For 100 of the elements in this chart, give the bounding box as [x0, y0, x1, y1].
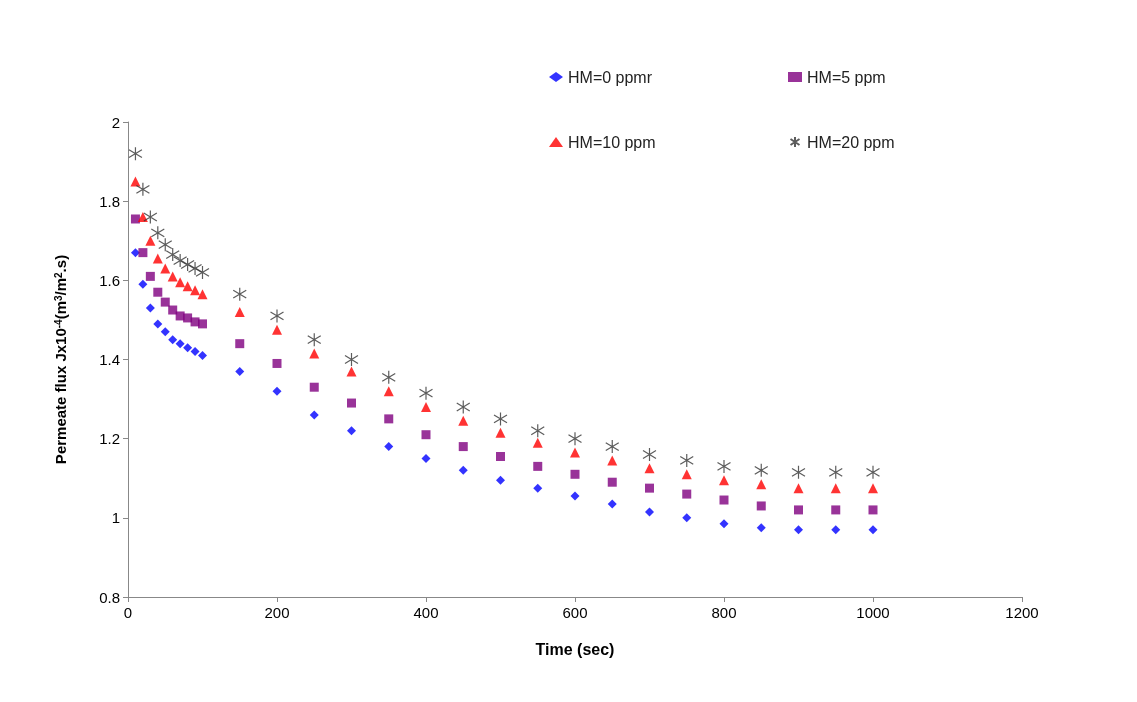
x-axis-title: Time (sec)	[535, 640, 615, 658]
point	[383, 386, 394, 397]
point	[868, 525, 878, 535]
point	[135, 182, 150, 197]
point	[493, 411, 508, 426]
point	[496, 475, 505, 485]
point	[645, 507, 654, 517]
y-tick-label: 1	[111, 509, 120, 527]
point	[756, 501, 766, 511]
point	[865, 465, 881, 480]
y-tick-label: 1.8	[99, 192, 120, 210]
legend-label: HM=10 ppm	[568, 133, 656, 151]
point	[130, 248, 140, 258]
point	[567, 431, 583, 446]
point	[160, 327, 170, 337]
point	[868, 483, 878, 494]
point	[269, 308, 285, 324]
point	[153, 287, 163, 297]
point	[791, 465, 806, 480]
point	[570, 447, 580, 458]
point	[458, 465, 468, 475]
point	[793, 483, 804, 494]
y-tick-label: 0.8	[99, 588, 120, 606]
point	[530, 423, 545, 438]
point	[198, 351, 207, 361]
point	[570, 469, 580, 479]
legend-label: HM=5 ppm	[807, 68, 886, 86]
point	[605, 439, 620, 454]
point	[168, 335, 178, 345]
point	[719, 475, 729, 486]
point	[644, 463, 655, 474]
point	[183, 313, 193, 323]
y-tick-label: 1.2	[99, 430, 120, 448]
point	[716, 459, 732, 474]
point	[175, 277, 186, 288]
point	[645, 483, 654, 493]
point	[309, 348, 320, 359]
point	[153, 319, 163, 329]
point	[831, 505, 841, 515]
point	[458, 415, 469, 426]
point	[143, 209, 158, 225]
point	[307, 332, 322, 347]
point	[182, 281, 193, 292]
point	[165, 247, 180, 262]
point	[145, 303, 155, 313]
point	[190, 347, 200, 357]
point	[384, 442, 394, 452]
point	[681, 469, 692, 480]
point	[175, 339, 185, 349]
point	[495, 427, 506, 438]
y-tick-label: 2	[111, 113, 120, 131]
point	[145, 235, 156, 246]
point	[167, 271, 178, 282]
point	[346, 366, 357, 377]
point	[381, 370, 396, 385]
point	[828, 465, 843, 480]
point	[418, 386, 434, 401]
point	[137, 212, 148, 222]
point	[682, 513, 692, 523]
y-tick-label: 1.6	[99, 271, 120, 289]
x-tick-label: 0	[123, 604, 133, 621]
point	[642, 447, 657, 462]
point	[130, 214, 140, 224]
point	[309, 382, 319, 392]
x-tick-label: 200	[264, 604, 290, 621]
legend-label: HM=0 ppmr	[568, 68, 653, 86]
point	[421, 402, 431, 412]
point	[533, 483, 543, 493]
point	[272, 386, 282, 396]
point	[160, 263, 171, 274]
point	[234, 307, 245, 317]
point	[235, 366, 245, 376]
point	[183, 343, 193, 353]
point	[868, 505, 878, 515]
point	[347, 398, 356, 408]
point	[794, 505, 803, 515]
point	[347, 426, 356, 436]
point	[679, 453, 694, 468]
point	[160, 297, 170, 307]
point	[130, 176, 141, 187]
point	[197, 289, 208, 300]
point	[831, 525, 841, 535]
point	[138, 279, 148, 289]
x-tick-label: 1000	[856, 604, 890, 621]
point	[456, 399, 471, 415]
point	[128, 146, 143, 161]
point	[190, 285, 201, 296]
point	[496, 451, 505, 461]
x-tick-label: 400	[413, 604, 439, 621]
x-tick-label: 800	[711, 604, 737, 621]
point	[198, 319, 207, 329]
point	[830, 483, 841, 494]
y-tick-label: 1.4	[99, 351, 120, 368]
point	[756, 523, 766, 533]
point	[138, 248, 148, 258]
point	[607, 477, 617, 487]
point	[272, 324, 282, 335]
x-tick-label: 600	[562, 604, 588, 621]
point	[309, 410, 319, 420]
point	[421, 453, 431, 463]
